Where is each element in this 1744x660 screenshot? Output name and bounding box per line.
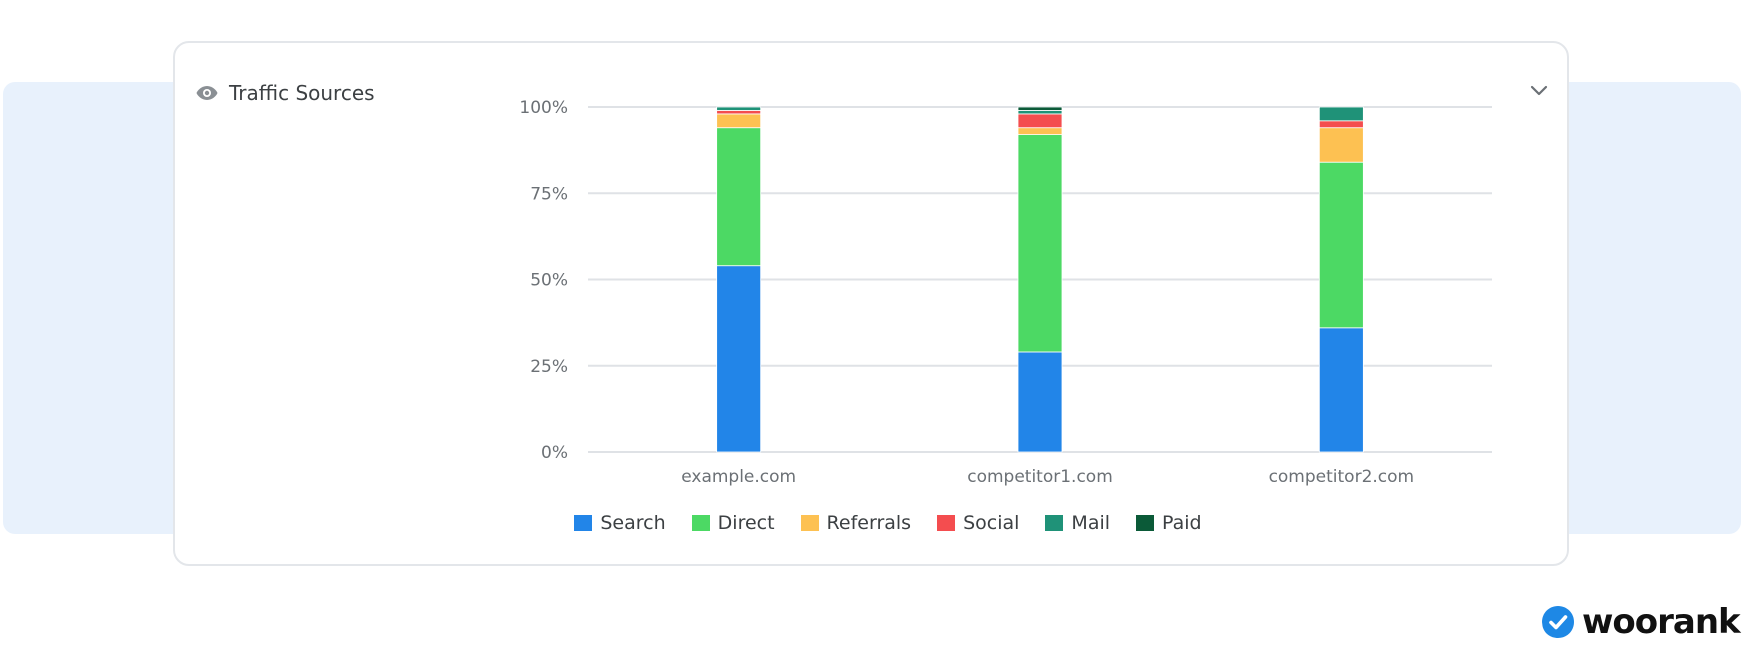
- bar-segment-mail[interactable]: [1318, 106, 1364, 122]
- legend-item-search[interactable]: Search: [574, 512, 666, 534]
- bar-segment-search[interactable]: [1017, 351, 1063, 453]
- bar-segment-referrals[interactable]: [1318, 127, 1364, 163]
- bar-segment-social[interactable]: [1318, 120, 1364, 129]
- legend-swatch: [1045, 515, 1064, 531]
- legend-item-paid[interactable]: Paid: [1136, 512, 1202, 534]
- chart-legend: Search Direct Referrals Social Mail Paid: [0, 512, 1744, 534]
- y-tick-label: 75%: [530, 184, 568, 204]
- legend-label: Paid: [1162, 512, 1202, 534]
- x-category-label: competitor2.com: [1269, 467, 1415, 487]
- bar-segment-direct[interactable]: [1318, 161, 1364, 329]
- legend-swatch: [1136, 515, 1155, 531]
- bars: [716, 106, 1364, 453]
- bar-segment-search[interactable]: [1318, 327, 1364, 453]
- eye-icon: [196, 86, 218, 100]
- legend-swatch: [800, 515, 819, 531]
- legend-item-direct[interactable]: Direct: [691, 512, 775, 534]
- card-title: Traffic Sources: [229, 81, 375, 105]
- legend-label: Search: [600, 512, 666, 534]
- legend-swatch: [937, 515, 956, 531]
- bar-segment-search[interactable]: [716, 265, 762, 453]
- legend-swatch: [574, 515, 593, 531]
- legend-item-social[interactable]: Social: [937, 512, 1019, 534]
- checkmark-badge-icon: [1542, 606, 1574, 638]
- woorank-logo: woorank: [1540, 602, 1741, 642]
- y-tick-label: 25%: [530, 357, 568, 377]
- y-tick-label: 100%: [519, 98, 568, 118]
- bar-segment-mail[interactable]: [1017, 110, 1063, 115]
- legend-label: Referrals: [826, 512, 912, 534]
- legend-label: Social: [963, 512, 1020, 534]
- legend-item-referrals[interactable]: Referrals: [800, 512, 912, 534]
- bar-segment-referrals[interactable]: [1017, 127, 1063, 135]
- legend-label: Mail: [1071, 512, 1111, 534]
- y-tick-label: 0%: [541, 443, 568, 463]
- card-header: Traffic Sources: [195, 81, 375, 105]
- bar-segment-social[interactable]: [716, 110, 762, 115]
- bar-segment-direct[interactable]: [1017, 134, 1063, 353]
- bar-segment-paid[interactable]: [1017, 106, 1063, 111]
- legend-item-mail[interactable]: Mail: [1045, 512, 1110, 534]
- bar-segment-mail[interactable]: [716, 106, 762, 111]
- bar-segment-direct[interactable]: [716, 127, 762, 267]
- bar-segment-referrals[interactable]: [716, 113, 762, 129]
- x-axis-labels: example.com competitor1.com competitor2.co…: [681, 467, 1414, 487]
- bar-segment-social[interactable]: [1017, 113, 1063, 129]
- legend-swatch: [691, 515, 710, 531]
- x-category-label: example.com: [681, 467, 796, 487]
- y-tick-label: 50%: [530, 271, 568, 291]
- logo-text: woorank: [1582, 602, 1741, 642]
- x-category-label: competitor1.com: [967, 467, 1113, 487]
- chevron-down-icon[interactable]: [1527, 79, 1551, 103]
- y-axis-ticks: 0% 25% 50% 75% 100%: [519, 98, 568, 463]
- legend-label: Direct: [717, 512, 775, 534]
